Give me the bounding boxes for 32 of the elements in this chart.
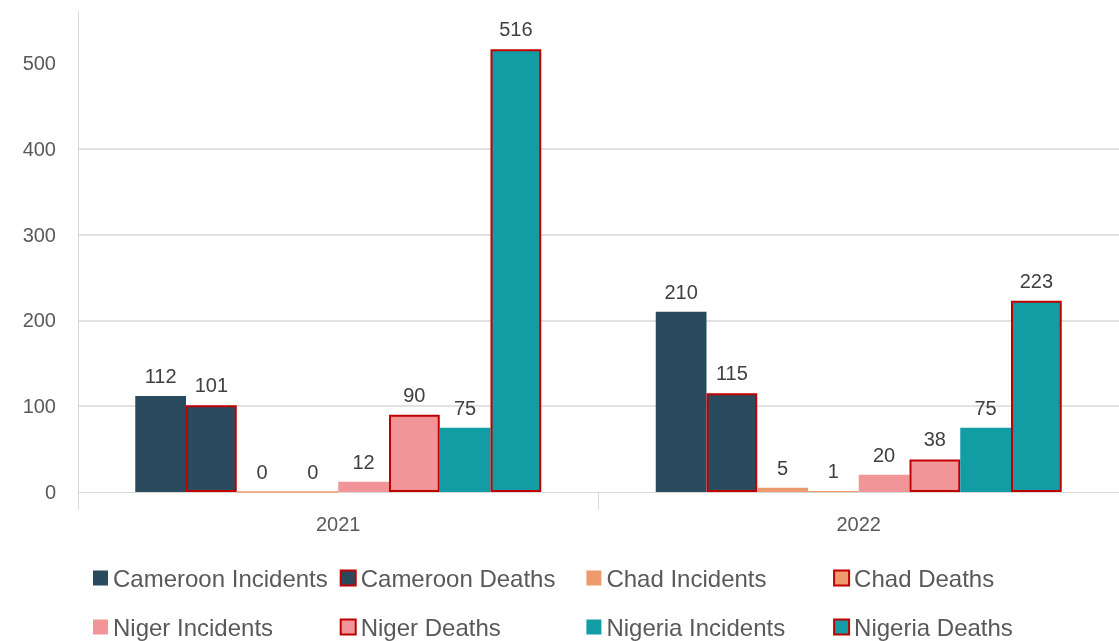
legend-label: Chad Incidents (606, 564, 767, 592)
data-label: 20 (873, 443, 896, 466)
y-tick-label: 100 (22, 395, 56, 418)
legend-label: Nigeria Deaths (854, 613, 1013, 641)
data-label: 38 (923, 428, 946, 451)
legend-label: Cameroon Deaths (360, 564, 556, 592)
x-tick-label: 2021 (316, 513, 361, 535)
y-tick-label: 500 (22, 51, 56, 74)
data-label: 516 (499, 18, 533, 41)
legend-label: Niger Incidents (113, 613, 274, 641)
data-label: 101 (194, 374, 229, 397)
y-tick-label: 0 (44, 481, 56, 503)
data-label: 210 (664, 280, 698, 303)
legend-label: Niger Deaths (360, 613, 501, 641)
legend-label: Chad Deaths (854, 564, 995, 592)
legend-label: Cameroon Incidents (113, 564, 328, 592)
data-label: 1 (827, 460, 839, 483)
data-label: 90 (403, 383, 426, 406)
y-tick-label: 200 (22, 309, 56, 332)
data-label: 12 (352, 450, 375, 473)
data-label: 75 (974, 396, 997, 419)
data-label: 223 (1019, 269, 1054, 292)
data-label: 115 (715, 362, 748, 385)
legend-label: Nigeria Incidents (606, 613, 786, 641)
data-label: 75 (454, 396, 477, 419)
data-label: 5 (777, 456, 789, 479)
y-tick-label: 300 (22, 223, 56, 246)
data-label: 112 (144, 364, 177, 387)
data-label: 0 (256, 460, 268, 483)
y-tick-label: 400 (22, 137, 56, 160)
x-tick-label: 2022 (836, 513, 881, 535)
data-label: 0 (307, 460, 319, 483)
